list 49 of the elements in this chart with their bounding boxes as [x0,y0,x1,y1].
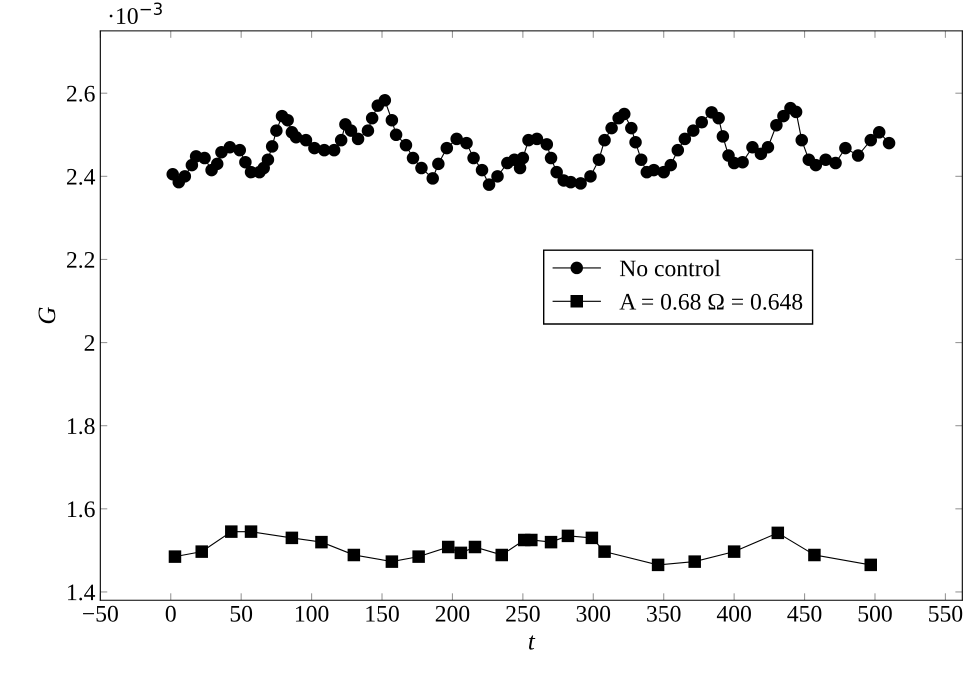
x-tick-label: 300 [576,606,610,622]
point [315,536,328,548]
point [598,545,611,558]
point [195,545,208,558]
point [525,534,538,546]
point [244,525,258,538]
x-axis-title: t [528,635,536,650]
legend-label: A = 0.68 Ω = 0.648 [619,294,802,310]
text: ·10$^{−3}$ [110,2,162,24]
x-tick-label: 400 [716,606,751,622]
x-tick-label: 100 [296,606,328,622]
point [864,558,878,572]
y-tick-label: 1.6 [68,501,95,518]
point [728,545,740,558]
y-axis-title: G [38,307,56,324]
point [652,558,664,572]
legend-label: No control [620,260,720,276]
x-tick-label: 200 [436,606,470,622]
x-tick-label: 50 [230,606,252,622]
x-tick-label: 450 [787,606,822,622]
point [562,530,574,542]
point [544,536,558,548]
y-tick-label: 2.6 [66,86,95,102]
point [454,546,468,560]
x-tick-label: 0 [166,606,176,622]
point [808,548,821,562]
point [688,555,701,568]
x-tick-label: −50 [83,606,118,622]
point [412,550,425,563]
y-tick-label: 1.8 [68,418,95,434]
point [442,540,454,554]
point [225,525,238,538]
x-tick-label: 150 [366,606,399,622]
point [286,532,298,544]
y-tick-label: 2 [84,335,94,351]
point [468,540,482,554]
y-tick-label: 2.2 [66,252,94,268]
point [386,555,398,568]
x-tick-label: 500 [858,606,892,622]
point [772,526,784,540]
point [586,532,598,544]
x-tick-label: 350 [647,606,681,622]
y-tick-label: 2.4 [66,168,96,185]
y-tick-label: 1.4 [68,584,96,600]
point [168,550,182,563]
x-tick-label: 250 [506,606,540,622]
point [348,548,360,562]
x-tick-label: 550 [929,606,962,622]
point [495,548,508,562]
